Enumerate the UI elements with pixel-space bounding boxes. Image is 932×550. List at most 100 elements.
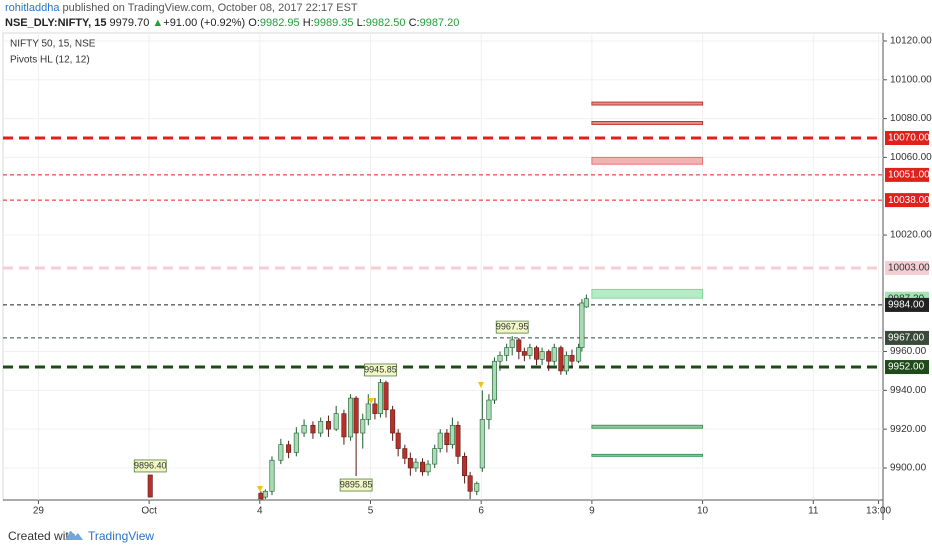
candle-body xyxy=(444,432,450,445)
candle-body xyxy=(534,347,540,360)
price-label-box xyxy=(885,167,929,182)
y-tick-label: 9920.00 xyxy=(890,424,927,435)
candle-body xyxy=(301,424,307,434)
candle-body xyxy=(333,413,339,430)
candle-body xyxy=(449,424,455,445)
candle-body xyxy=(579,302,585,348)
candle-body xyxy=(402,448,408,459)
candle-body xyxy=(372,403,378,414)
last-price: 9979.70 xyxy=(109,17,150,29)
candle-body xyxy=(462,456,468,477)
candle-body xyxy=(509,339,515,348)
candle-body xyxy=(467,475,473,492)
annotation-label: 9967.95 xyxy=(496,321,529,331)
candle-body xyxy=(479,419,485,469)
candle-body xyxy=(437,432,443,449)
price-label-box xyxy=(885,131,929,146)
candle-body xyxy=(341,413,347,438)
candle-body xyxy=(407,457,413,469)
candle-body xyxy=(558,347,564,372)
candle-body xyxy=(286,444,292,453)
candle-body xyxy=(576,347,582,362)
x-tick-label: Oct xyxy=(141,506,157,517)
zones xyxy=(591,101,704,457)
y-tick-label: 10100.00 xyxy=(890,74,932,85)
price-label: 10038.00 xyxy=(888,195,930,206)
y-tick-label: 9960.00 xyxy=(890,346,927,357)
price-label-box xyxy=(885,360,929,375)
candle-body xyxy=(539,351,545,360)
candle-body xyxy=(420,461,426,473)
x-tick-label: 11 xyxy=(808,506,819,517)
candle-body xyxy=(377,382,383,414)
candle-body xyxy=(353,397,359,434)
x-tick-label: 6 xyxy=(478,506,484,517)
logo xyxy=(65,531,83,540)
candle-body xyxy=(390,409,396,434)
brand[interactable]: TradingView xyxy=(88,529,155,543)
candle-body xyxy=(474,483,480,492)
candle-body xyxy=(348,397,354,438)
pivot-zone xyxy=(591,453,704,457)
candle-body xyxy=(527,347,533,356)
ohlc-label: H: xyxy=(302,17,314,29)
change-arrow: ▲ xyxy=(152,17,164,29)
grid xyxy=(3,33,883,500)
symbol: NSE_DLY:NIFTY, 15 xyxy=(5,17,107,29)
candle-body xyxy=(262,490,268,498)
ohlc-label: L: xyxy=(356,17,366,29)
ohlc-value: 9987.20 xyxy=(419,17,460,29)
candle-body xyxy=(583,298,589,308)
pivot-zone xyxy=(591,121,704,125)
candle-body xyxy=(383,382,389,411)
candle-body xyxy=(258,492,264,500)
candle-body xyxy=(413,461,419,469)
legend-indicator: Pivots HL (12, 12) xyxy=(10,55,90,66)
candle-body xyxy=(563,355,569,372)
price-label: 10070.00 xyxy=(888,133,930,144)
candle-body xyxy=(455,424,461,457)
y-tick-label: 10060.00 xyxy=(890,152,932,163)
signal-marker xyxy=(478,382,484,388)
price-label: 9952.00 xyxy=(888,362,925,373)
candle-body xyxy=(293,432,299,453)
annotation-label: 9896.40 xyxy=(134,460,167,470)
created-with: Created with xyxy=(8,529,76,543)
candle-body xyxy=(365,403,371,420)
symbol-line: NSE_DLY:NIFTY, 15 9979.70 ▲+91.00 (+0.92… xyxy=(5,17,459,29)
y-tick-label: 9900.00 xyxy=(890,463,927,474)
ohlc-value: 9982.50 xyxy=(365,17,406,29)
published: published on TradingView.com, October 08… xyxy=(62,2,358,14)
candle-body xyxy=(318,421,324,434)
x-tick-label: 5 xyxy=(368,506,374,517)
candle-body xyxy=(278,444,284,461)
candle-body xyxy=(310,424,316,434)
ohlc-label: O: xyxy=(248,17,260,29)
candles xyxy=(147,294,589,500)
pivot-zone xyxy=(591,424,704,429)
annotation-label: 9895.85 xyxy=(340,479,373,489)
y-tick-label: 10080.00 xyxy=(890,113,932,124)
x-tick-label: 29 xyxy=(33,506,45,517)
ohlc: O:9982.95 H:9989.35 L:9982.50 C:9987.20 xyxy=(248,17,459,29)
candle-body xyxy=(425,463,431,473)
candle-body xyxy=(486,399,492,420)
annotation-box xyxy=(495,320,529,334)
candle-body xyxy=(569,355,575,362)
signal-marker xyxy=(368,398,374,404)
candle-body xyxy=(325,421,331,430)
price-label: 10051.00 xyxy=(888,170,930,181)
y-tick-label: 9940.00 xyxy=(890,385,927,396)
candle-body xyxy=(432,448,438,465)
ohlc-value: 9982.95 xyxy=(259,17,300,29)
pivot-zone xyxy=(591,288,704,299)
candle-body xyxy=(269,459,275,492)
annotation-label: 9945.85 xyxy=(364,364,397,374)
annotations: 9896.40 9895.85 9945.85 9967.95 xyxy=(133,320,529,492)
price-label-box xyxy=(885,261,929,276)
x-tick-label: 10 xyxy=(697,506,709,517)
candle-body xyxy=(551,347,557,362)
y-tick-label: 10120.00 xyxy=(890,36,932,47)
author[interactable]: rohitladdha xyxy=(5,2,60,14)
